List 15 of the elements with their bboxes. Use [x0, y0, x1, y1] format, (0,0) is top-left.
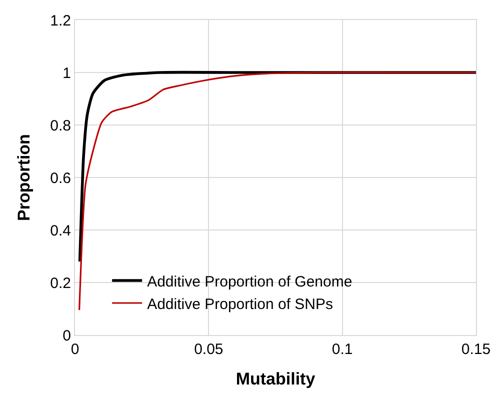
y-tick-label: 1.2	[50, 12, 71, 30]
line-series	[78, 72, 476, 311]
y-tick-label: 0.2	[50, 274, 71, 292]
y-tick-label: 0.8	[50, 117, 71, 134]
x-tick-label: 0.05	[194, 341, 224, 358]
x-axis-title: Mutability	[236, 369, 316, 388]
x-tick-label: 0.1	[332, 341, 353, 358]
y-axis-title: Proportion	[14, 134, 34, 221]
legend-label: Additive Proportion of Genome	[147, 273, 352, 290]
y-tick-label: 0	[62, 327, 71, 344]
y-tick-label: 1	[62, 64, 71, 82]
legend-label: Additive Proportion of SNPs	[147, 296, 334, 313]
y-tick-label: 0.4	[50, 222, 71, 240]
x-tick-label: 0.15	[461, 341, 491, 358]
y-tick-label: 0.6	[50, 170, 71, 187]
